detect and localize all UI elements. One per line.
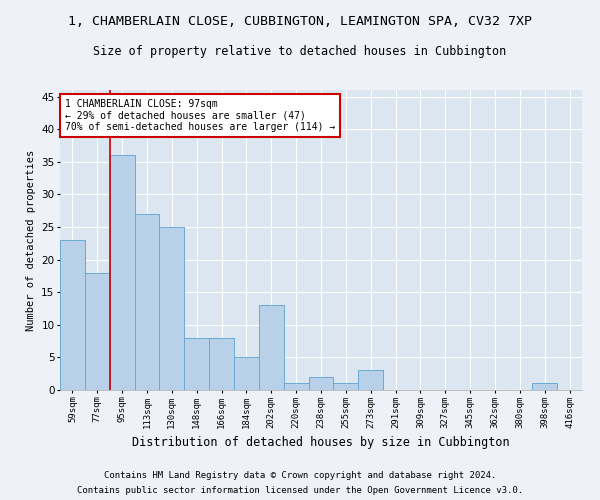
Text: Contains public sector information licensed under the Open Government Licence v3: Contains public sector information licen… [77,486,523,495]
Text: 1, CHAMBERLAIN CLOSE, CUBBINGTON, LEAMINGTON SPA, CV32 7XP: 1, CHAMBERLAIN CLOSE, CUBBINGTON, LEAMIN… [68,15,532,28]
Bar [160,227,184,390]
Bar [85,272,110,390]
Bar [60,240,85,390]
Bar [259,305,284,390]
Text: 1 CHAMBERLAIN CLOSE: 97sqm
← 29% of detached houses are smaller (47)
70% of semi: 1 CHAMBERLAIN CLOSE: 97sqm ← 29% of deta… [65,99,335,132]
Bar [234,358,259,390]
Y-axis label: Number of detached properties: Number of detached properties [26,150,35,330]
Text: Contains HM Land Registry data © Crown copyright and database right 2024.: Contains HM Land Registry data © Crown c… [104,471,496,480]
Text: Size of property relative to detached houses in Cubbington: Size of property relative to detached ho… [94,45,506,58]
Bar [532,384,557,390]
Bar [308,377,334,390]
Bar [284,384,308,390]
Bar [358,370,383,390]
Bar [134,214,160,390]
X-axis label: Distribution of detached houses by size in Cubbington: Distribution of detached houses by size … [132,436,510,449]
Bar [184,338,209,390]
Bar [209,338,234,390]
Bar [110,155,134,390]
Bar [334,384,358,390]
